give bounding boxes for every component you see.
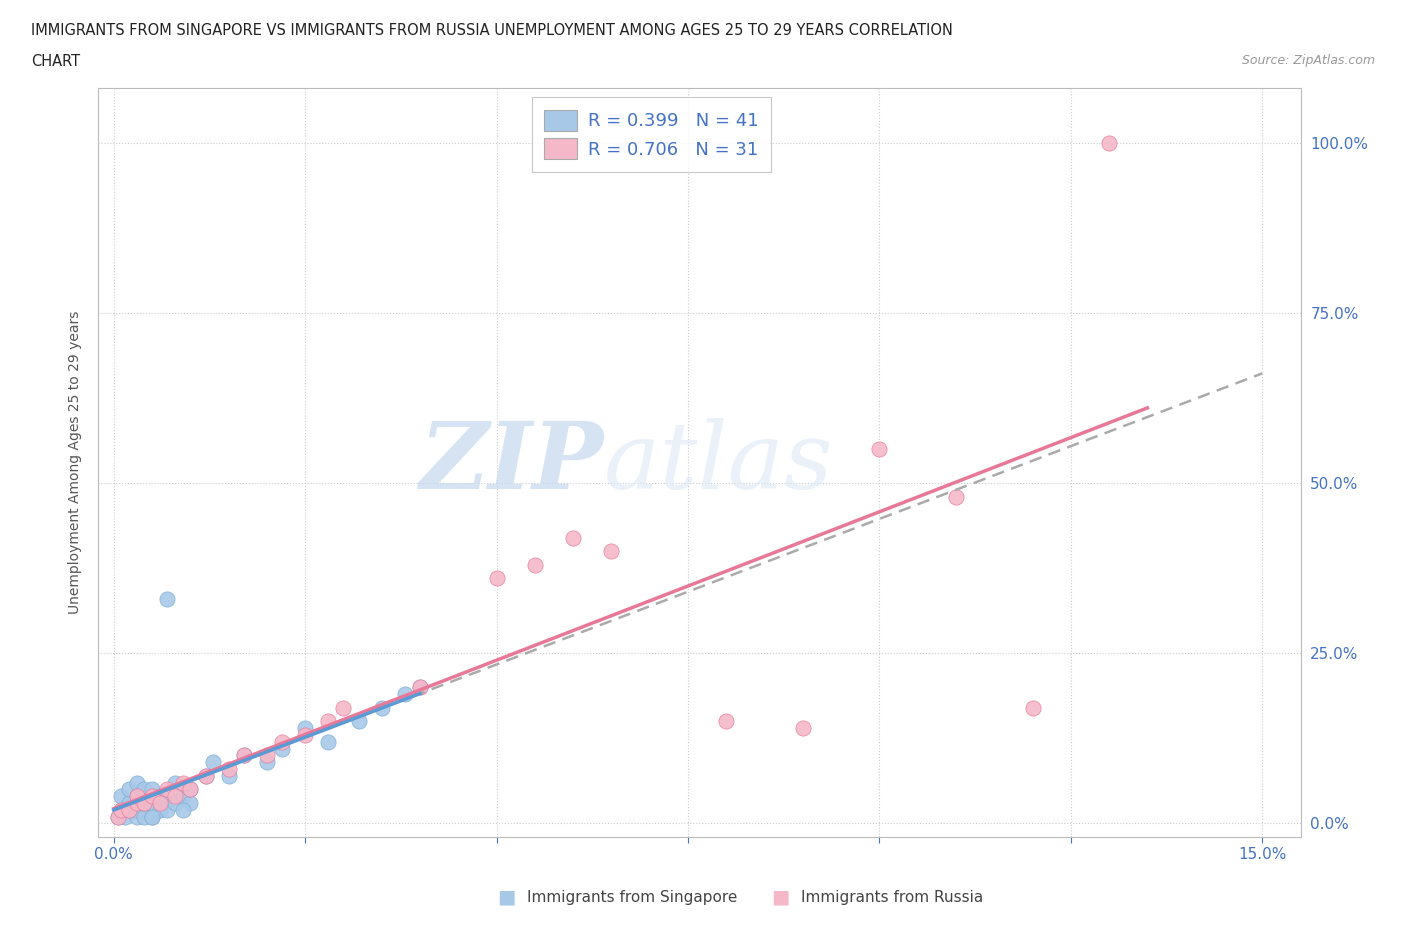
Point [194,768,217,783]
Point [110,803,132,817]
Point [141,789,163,804]
Point [409,680,432,695]
Point [156,803,179,817]
Point [316,714,339,729]
Point [232,748,254,763]
Text: Immigrants from Russia: Immigrants from Russia [801,890,984,905]
Point [256,748,278,763]
Point [271,735,294,750]
Point [107,809,129,824]
Point [218,762,240,777]
Point [172,789,194,804]
Text: Source: ZipAtlas.com: Source: ZipAtlas.com [1241,54,1375,67]
Point [107,809,129,824]
Point [149,803,172,817]
Point [194,768,217,783]
Point [792,721,814,736]
Point [1021,700,1043,715]
Point [141,809,163,824]
Point [179,795,201,810]
Point [125,803,148,817]
Point [163,775,186,790]
Point [156,591,179,606]
Point [149,795,172,810]
Point [1098,136,1121,151]
Point [316,735,339,750]
Point [179,782,201,797]
Point [156,789,179,804]
Point [134,809,156,824]
Point [114,809,136,824]
Point [716,714,738,729]
Point [523,557,546,572]
Point [118,803,141,817]
Point [163,795,186,810]
Point [110,803,132,817]
Point [347,714,370,729]
Point [149,789,172,804]
Point [110,789,132,804]
Point [125,789,148,804]
Point [125,809,148,824]
Point [202,755,225,770]
Point [118,803,141,817]
Point [172,775,194,790]
Point [485,571,508,586]
Point [294,727,316,742]
Point [179,782,201,797]
Point [141,809,163,824]
Point [125,775,148,790]
Point [134,795,156,810]
Text: ■: ■ [496,888,516,907]
Legend: R = 0.399   N = 41, R = 0.706   N = 31: R = 0.399 N = 41, R = 0.706 N = 31 [531,98,770,172]
Point [172,803,194,817]
Point [409,680,432,695]
Text: Immigrants from Singapore: Immigrants from Singapore [527,890,738,905]
Point [868,442,890,457]
Point [141,782,163,797]
Point [294,721,316,736]
Text: IMMIGRANTS FROM SINGAPORE VS IMMIGRANTS FROM RUSSIA UNEMPLOYMENT AMONG AGES 25 T: IMMIGRANTS FROM SINGAPORE VS IMMIGRANTS … [31,23,953,38]
Point [156,782,179,797]
Point [370,700,392,715]
Point [600,544,623,559]
Point [163,789,186,804]
Point [141,795,163,810]
Point [271,741,294,756]
Point [394,686,416,701]
Point [256,755,278,770]
Text: CHART: CHART [31,54,80,69]
Point [562,530,585,545]
Point [118,795,141,810]
Text: atlas: atlas [603,418,832,508]
Point [332,700,354,715]
Point [134,795,156,810]
Point [218,768,240,783]
Point [125,795,148,810]
Point [232,748,254,763]
Y-axis label: Unemployment Among Ages 25 to 29 years: Unemployment Among Ages 25 to 29 years [69,311,83,615]
Text: ■: ■ [770,888,790,907]
Point [118,782,141,797]
Point [125,789,148,804]
Point [134,782,156,797]
Point [945,489,967,504]
Text: ZIP: ZIP [419,418,603,508]
